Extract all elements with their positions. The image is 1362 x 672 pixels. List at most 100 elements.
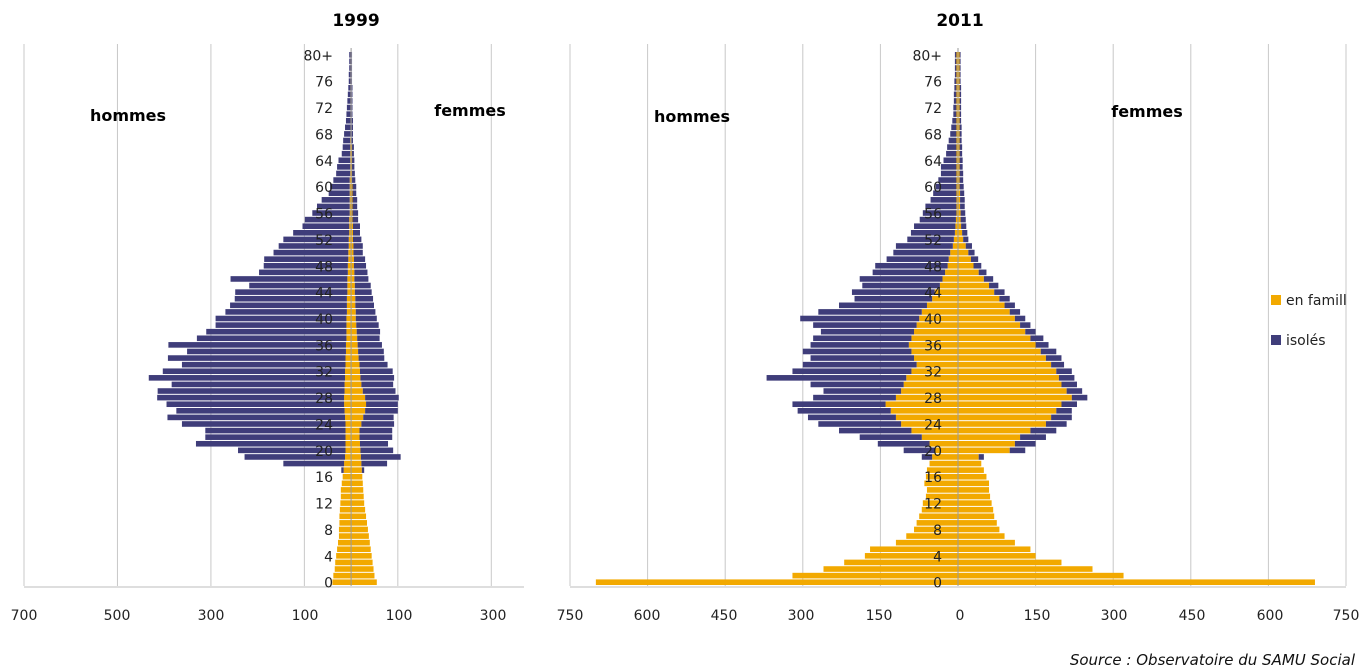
bar-isoles-hommes-59: [933, 190, 957, 197]
age-label-6: 24: [924, 417, 942, 433]
bar-isoles-femmes-18: [361, 460, 388, 467]
bar-famille-femmes-31: [351, 375, 361, 381]
bar-famille-femmes-51: [958, 243, 966, 249]
bar-isoles-femmes-30: [361, 381, 394, 388]
bar-famille-hommes-47: [347, 269, 352, 276]
bar-isoles-hommes-20: [903, 447, 935, 454]
bar-famille-hommes-13: [925, 493, 958, 500]
bar-famille-hommes-49: [948, 256, 958, 262]
age-label-8: 32: [315, 365, 333, 381]
x-tick-label-10: 750: [1333, 608, 1360, 624]
bar-isoles-femmes-29: [362, 388, 396, 394]
bar-isoles-hommes-70: [345, 117, 351, 124]
bar-isoles-hommes-41: [818, 309, 922, 315]
bar-famille-hommes-21: [345, 440, 352, 447]
bar-isoles-hommes-68: [344, 131, 351, 137]
bar-isoles-hommes-31: [766, 375, 907, 381]
bar-famille-hommes-39: [346, 322, 352, 328]
bar-famille-hommes-55: [349, 216, 352, 223]
bar-isoles-hommes-46: [230, 276, 348, 282]
bar-isoles-femmes-52: [963, 236, 969, 243]
bar-isoles-femmes-21: [359, 440, 389, 447]
bar-isoles-hommes-48: [263, 262, 348, 269]
bar-isoles-hommes-40: [800, 315, 920, 322]
bar-isoles-hommes-24: [818, 421, 902, 427]
bar-isoles-hommes-38: [206, 328, 347, 335]
bar-famille-femmes-20: [958, 447, 1010, 454]
bar-famille-femmes-44: [958, 289, 995, 295]
side-label-hommes: hommes: [654, 107, 730, 126]
bar-famille-hommes-3: [844, 559, 958, 566]
bar-famille-hommes-72: [956, 104, 958, 111]
bar-famille-femmes-38: [351, 328, 357, 335]
bar-isoles-hommes-63: [940, 164, 957, 170]
bar-famille-femmes-19: [958, 454, 979, 460]
bar-isoles-femmes-59: [960, 190, 965, 197]
age-label-17: 68: [924, 127, 942, 143]
age-label-12: 48: [315, 259, 333, 275]
bar-isoles-femmes-48: [973, 262, 982, 269]
bar-famille-hommes-48: [347, 262, 352, 269]
bar-famille-hommes-8: [914, 526, 958, 533]
bar-isoles-femmes-41: [355, 309, 376, 315]
bar-isoles-femmes-27: [366, 401, 398, 408]
age-label-2: 8: [933, 523, 942, 539]
age-label-8: 32: [924, 365, 942, 381]
bar-isoles-hommes-36: [810, 342, 909, 348]
bar-isoles-femmes-73: [959, 98, 962, 104]
bar-isoles-hommes-79: [954, 58, 957, 65]
bar-famille-hommes-23: [911, 427, 958, 434]
bar-isoles-femmes-50: [968, 249, 975, 256]
bar-famille-hommes-38: [914, 328, 958, 335]
bar-famille-hommes-43: [346, 295, 352, 302]
bar-famille-femmes-7: [351, 533, 369, 539]
bar-famille-hommes-27: [885, 401, 958, 408]
bar-isoles-femmes-28: [1071, 394, 1088, 401]
bar-isoles-hommes-55: [919, 216, 956, 223]
bar-famille-hommes-45: [939, 282, 958, 289]
bar-famille-hommes-74: [956, 91, 958, 98]
bar-famille-femmes-56: [351, 210, 353, 216]
bar-isoles-hommes-32: [792, 368, 912, 375]
bar-isoles-hommes-36: [168, 342, 346, 348]
bar-famille-hommes-67: [956, 137, 958, 144]
bar-isoles-hommes-67: [948, 137, 957, 144]
bar-isoles-femmes-48: [353, 262, 367, 269]
age-label-11: 44: [315, 286, 333, 302]
bar-isoles-femmes-17: [361, 467, 365, 473]
bar-isoles-femmes-38: [1025, 328, 1036, 335]
bar-famille-femmes-25: [958, 414, 1052, 421]
bar-famille-hommes-33: [916, 361, 958, 368]
bar-famille-femmes-70: [958, 117, 960, 124]
age-label-3: 12: [315, 497, 333, 513]
bar-isoles-hommes-65: [341, 150, 351, 157]
bar-famille-hommes-20: [345, 447, 352, 454]
bar-isoles-hommes-77: [954, 71, 957, 78]
bar-famille-hommes-44: [934, 289, 958, 295]
bar-famille-hommes-39: [916, 322, 958, 328]
bar-isoles-hommes-34: [167, 355, 346, 361]
bar-famille-hommes-35: [345, 348, 352, 355]
x-tick-label-2: 300: [198, 608, 225, 624]
bar-famille-hommes-79: [956, 58, 958, 65]
bar-famille-femmes-34: [958, 355, 1046, 361]
bar-famille-femmes-40: [351, 315, 356, 322]
bar-isoles-femmes-79: [959, 58, 961, 65]
bar-isoles-femmes-24: [1045, 421, 1067, 427]
bar-isoles-femmes-53: [962, 230, 968, 236]
bar-isoles-femmes-36: [1035, 342, 1049, 348]
bar-isoles-hommes-55: [304, 216, 350, 223]
bar-famille-femmes-16: [351, 473, 363, 480]
bar-famille-hommes-6: [338, 539, 352, 546]
bar-isoles-femmes-29: [1066, 388, 1083, 394]
bar-isoles-hommes-70: [952, 117, 957, 124]
bar-isoles-hommes-51: [278, 243, 349, 249]
bar-isoles-hommes-57: [925, 203, 957, 210]
bar-famille-femmes-48: [958, 262, 974, 269]
bar-isoles-femmes-75: [959, 84, 962, 91]
x-tick-label-7: 300: [1101, 608, 1128, 624]
bar-famille-femmes-15: [958, 480, 990, 487]
bar-isoles-femmes-35: [358, 348, 384, 355]
bar-isoles-hommes-57: [316, 203, 350, 210]
bar-isoles-femmes-68: [351, 131, 353, 137]
